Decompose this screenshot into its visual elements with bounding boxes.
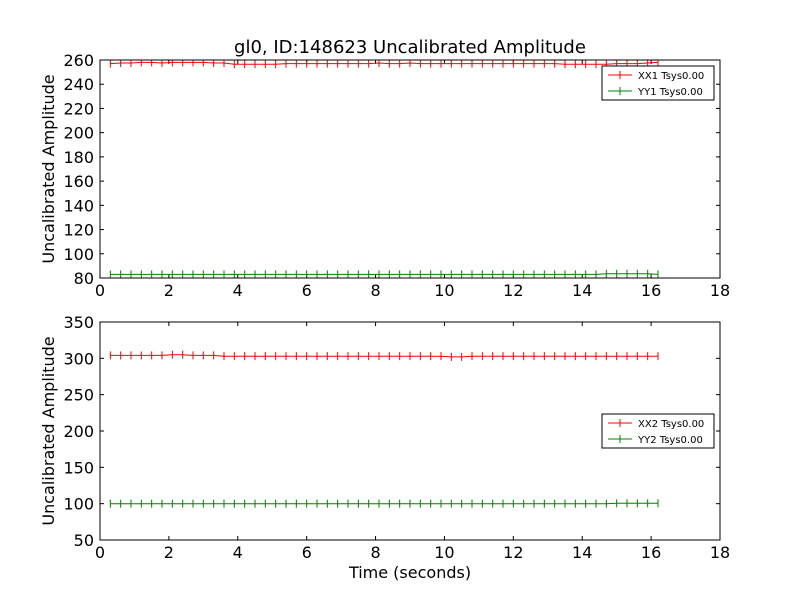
- axes-frame: [99, 321, 721, 541]
- legend: XX1 Tsys0.00 YY1 Tsys0.00: [601, 65, 715, 101]
- y-axis-label: Uncalibrated Amplitude: [39, 74, 58, 263]
- x-tick-label: 14: [572, 543, 592, 562]
- x-tick-label: 2: [164, 543, 174, 562]
- x-tick-label: 4: [233, 543, 243, 562]
- series-2: [109, 499, 659, 508]
- legend-label: YY2 Tsys0.00: [637, 435, 703, 446]
- x-tick-label: 4: [233, 281, 243, 300]
- y-tick-label: 80: [74, 269, 94, 288]
- x-tick-label: 2: [164, 281, 174, 300]
- x-tick-label: 12: [503, 543, 523, 562]
- y-tick-label: 150: [63, 458, 94, 477]
- y-tick-label: 100: [63, 495, 94, 514]
- series-1: [109, 350, 659, 361]
- series-2: [109, 269, 659, 278]
- x-tick-label: 10: [434, 281, 454, 300]
- series-line: [110, 61, 659, 65]
- bottom-plot: 0 2 4 6 8 10 12 14 16 18 50 100 150 200 250 300 350 Uncal…: [39, 313, 730, 582]
- x-tick-label: 10: [434, 543, 454, 562]
- legend-box: [601, 413, 715, 449]
- y-tick-label: 350: [63, 313, 94, 332]
- y-tick-label: 300: [63, 349, 94, 368]
- x-tick-label: 18: [710, 281, 730, 300]
- legend-box: [601, 65, 715, 101]
- top-plot: 0 2 4 6 8 10 12 14 16 18 80 100 120 140 160 180 200 220 24…: [39, 51, 730, 300]
- x-tick-label: 16: [641, 543, 661, 562]
- y-tick-label: 250: [63, 386, 94, 405]
- y-tick-label: 240: [63, 75, 94, 94]
- y-tick-label: 220: [63, 99, 94, 118]
- legend-label: XX2 Tsys0.00: [638, 419, 704, 430]
- y-tick-label: 140: [63, 196, 94, 215]
- series-line: [110, 354, 658, 358]
- x-tick-label: 14: [572, 281, 592, 300]
- legend-label: XX1 Tsys0.00: [638, 71, 704, 82]
- x-tick-label: 6: [302, 281, 312, 300]
- legend-label: YY1 Tsys0.00: [637, 87, 703, 98]
- x-tick-label: 18: [710, 543, 730, 562]
- x-tick-label: 8: [370, 281, 380, 300]
- x-tick-label: 8: [370, 543, 380, 562]
- x-tick-label: 0: [95, 281, 105, 300]
- legend: XX2 Tsys0.00 YY2 Tsys0.00: [601, 413, 715, 449]
- y-tick-label: 100: [63, 245, 94, 264]
- y-tick-label: 260: [63, 51, 94, 70]
- y-tick-label: 120: [63, 221, 94, 240]
- y-tick-label: 200: [63, 422, 94, 441]
- x-tick-label: 0: [95, 543, 105, 562]
- y-tick-label: 200: [63, 124, 94, 143]
- x-axis-label: Time (seconds): [348, 563, 471, 582]
- x-tick-label: 12: [503, 281, 523, 300]
- y-tick-label: 160: [63, 172, 94, 191]
- axes-frame: [99, 59, 721, 279]
- y-axis-label: Uncalibrated Amplitude: [39, 336, 58, 525]
- y-tick-label: 50: [74, 531, 94, 550]
- y-tick-label: 180: [63, 148, 94, 167]
- x-tick-label: 6: [302, 543, 312, 562]
- figure-title: gl0, ID:148623 Uncalibrated Amplitude: [234, 37, 586, 58]
- x-tick-label: 16: [641, 281, 661, 300]
- series-line: [110, 273, 659, 275]
